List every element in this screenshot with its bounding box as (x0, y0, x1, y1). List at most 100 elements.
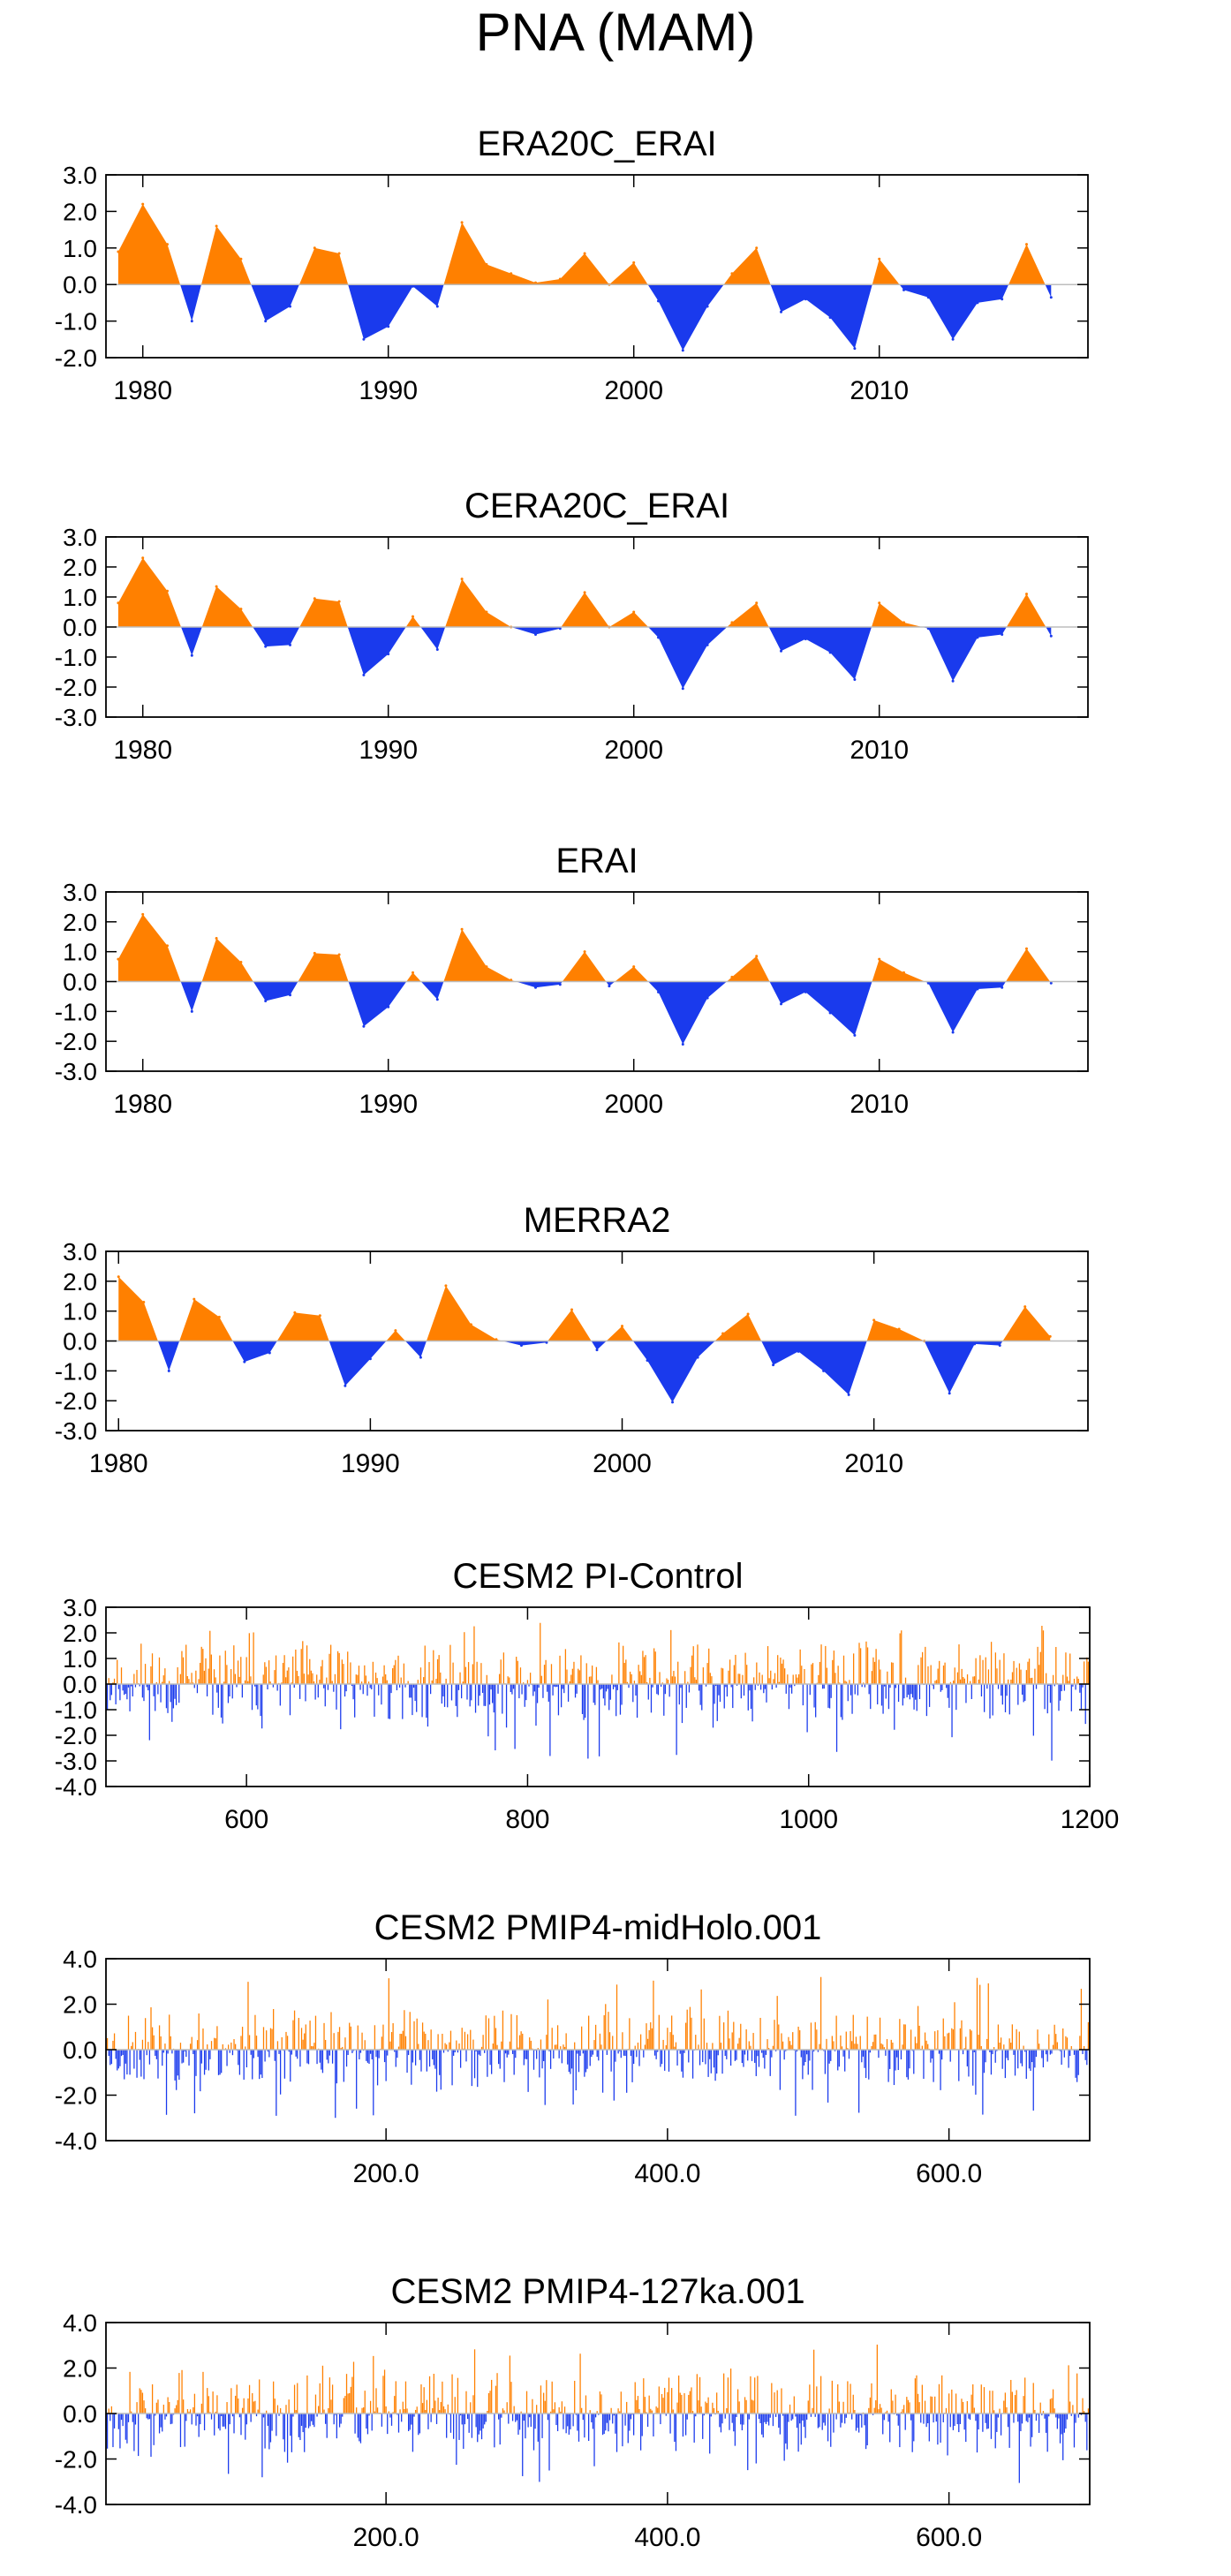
bar-1139 (1003, 1653, 1005, 1684)
bar-44 (165, 2050, 168, 2115)
bar-555 (182, 1657, 185, 1684)
bar-50 (174, 2050, 176, 2081)
data-point-1982 (190, 653, 193, 657)
bar-521 (837, 2050, 839, 2071)
bar-290 (511, 2050, 514, 2054)
bar-204 (390, 2032, 393, 2050)
bar-597 (241, 1684, 244, 1698)
bar-489 (792, 2414, 794, 2420)
x-tick-label: 600 (224, 1805, 268, 1834)
bar-1182 (1063, 1684, 1065, 1691)
bar-786 (507, 1676, 509, 1684)
bar-2 (106, 2414, 109, 2449)
bar-278 (495, 2028, 497, 2050)
bar-221 (414, 2050, 417, 2066)
bar-381 (639, 2414, 642, 2451)
bar-1130 (990, 1642, 993, 1684)
bar-512 (122, 1684, 124, 1691)
chart-cesm2-pmip4-127ka-001: CESM2 PMIP4-127ka.0014.02.00.0-2.0-4.020… (55, 2272, 1091, 2552)
bar-62 (191, 2036, 193, 2050)
bar-278 (495, 2385, 497, 2414)
bar-662 (1035, 2050, 1038, 2058)
bar-504 (812, 2349, 815, 2414)
bar-329 (567, 2414, 569, 2427)
bar-259 (468, 2414, 470, 2433)
bar-536 (857, 2050, 860, 2113)
bar-298 (523, 2414, 525, 2421)
bar-422 (698, 2400, 699, 2414)
bar-595 (941, 2375, 943, 2414)
bar-746 (450, 1684, 453, 1701)
bar-16 (126, 2414, 128, 2444)
bar-541 (865, 2414, 867, 2450)
bar-1054 (884, 1684, 886, 1687)
bar-241 (442, 2050, 445, 2053)
bar-903 (671, 1676, 673, 1684)
bar-79 (215, 2411, 216, 2414)
bar-249 (454, 2050, 456, 2053)
data-point-1988 (337, 600, 341, 603)
bar-22 (134, 2414, 137, 2425)
bar-295 (518, 2035, 521, 2050)
bar-873 (629, 1671, 631, 1684)
bar-249 (454, 2397, 456, 2414)
bar-373 (629, 2414, 631, 2431)
plot-area (106, 1976, 1090, 2119)
bar-391 (653, 2050, 656, 2056)
bar-51 (176, 2050, 177, 2090)
bar-650 (1018, 2414, 1020, 2483)
bar-105 (252, 2050, 253, 2080)
bar-1121 (978, 1679, 979, 1684)
bar-189 (369, 2050, 372, 2054)
bar-565 (196, 1684, 199, 1694)
data-point-2015 (1001, 986, 1004, 989)
bar-715 (407, 1681, 409, 1684)
data-point-2001 (657, 299, 660, 303)
bar-634 (996, 2414, 998, 2432)
bar-38 (157, 2399, 159, 2414)
bar-479 (778, 2024, 780, 2050)
bar-538 (158, 1657, 161, 1684)
bar-228 (425, 2033, 427, 2050)
bar-603 (952, 2414, 955, 2430)
bar-855 (604, 1684, 606, 1706)
bar-576 (914, 2378, 917, 2414)
bar-482 (782, 2414, 784, 2416)
bar-287 (508, 2050, 510, 2055)
bar-257 (465, 2050, 467, 2062)
bar-1028 (847, 1684, 849, 1702)
bar-173 (347, 2050, 349, 2055)
bar-157 (324, 2039, 327, 2050)
bar-437 (719, 2015, 721, 2050)
bar-764 (476, 1661, 478, 1684)
bar-588 (931, 2050, 933, 2059)
bar-102 (247, 2398, 249, 2414)
bar-104 (250, 2050, 252, 2055)
bar-758 (467, 1662, 470, 1684)
bar-335 (575, 2414, 577, 2415)
data-point-1996 (534, 986, 537, 989)
bar-1070 (906, 1684, 908, 1698)
bar-296 (520, 2411, 522, 2414)
data-point-1991 (394, 1329, 397, 1333)
bar-918 (692, 1646, 694, 1684)
bar-187 (366, 2414, 369, 2435)
bar-1087 (930, 1665, 932, 1684)
bar-357 (606, 2414, 608, 2423)
bar-284 (503, 2410, 505, 2414)
bar-237 (437, 2034, 439, 2050)
bar-295 (518, 2414, 521, 2430)
bar-550 (175, 1684, 177, 1705)
data-point-1980 (141, 202, 145, 206)
bar-597 (944, 2036, 946, 2050)
bar-1112 (965, 1684, 967, 1703)
bar-1183 (1065, 1652, 1067, 1684)
bar-536 (155, 1681, 157, 1684)
bar-289 (510, 2013, 512, 2050)
bar-498 (804, 2050, 806, 2062)
bar-481 (781, 2033, 782, 2050)
bar-216 (408, 2050, 410, 2056)
bar-99 (243, 2050, 245, 2080)
bar-313 (544, 2400, 546, 2414)
bar-457 (747, 2050, 749, 2061)
